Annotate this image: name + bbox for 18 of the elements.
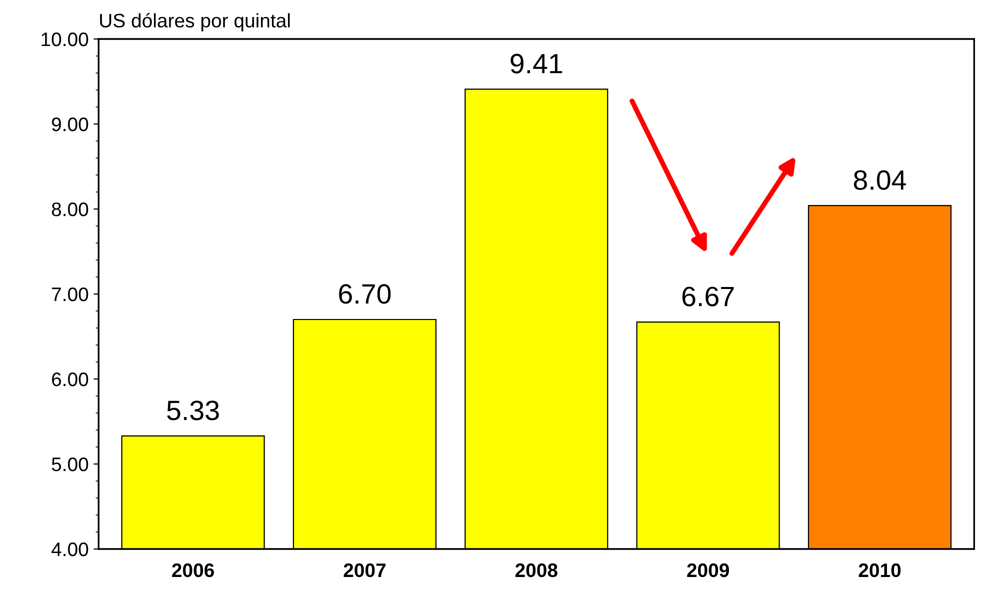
y-tick-label: 4.00: [51, 542, 88, 556]
x-tick-label: 2010: [858, 563, 901, 578]
data-label: 5.33: [167, 400, 219, 420]
y-tick-label: 6.00: [52, 372, 88, 386]
x-tick-label: 2009: [687, 563, 729, 578]
y-axis-title: US dólares por quintal: [100, 12, 290, 32]
y-tick-label: 5.00: [52, 457, 88, 472]
data-label: 6.67: [682, 286, 734, 306]
y-tick-label: 8.00: [52, 202, 88, 216]
data-label: 6.70: [339, 284, 391, 304]
x-tick-label: 2006: [172, 563, 214, 578]
data-label: 8.04: [854, 170, 906, 190]
y-tick-label: 10.00: [42, 32, 88, 46]
x-tick-label: 2008: [515, 563, 558, 578]
y-tick-label: 9.00: [52, 117, 88, 132]
x-tick-label: 2007: [344, 563, 386, 578]
data-label: 9.41: [510, 54, 562, 74]
y-tick-label: 7.00: [52, 287, 88, 302]
